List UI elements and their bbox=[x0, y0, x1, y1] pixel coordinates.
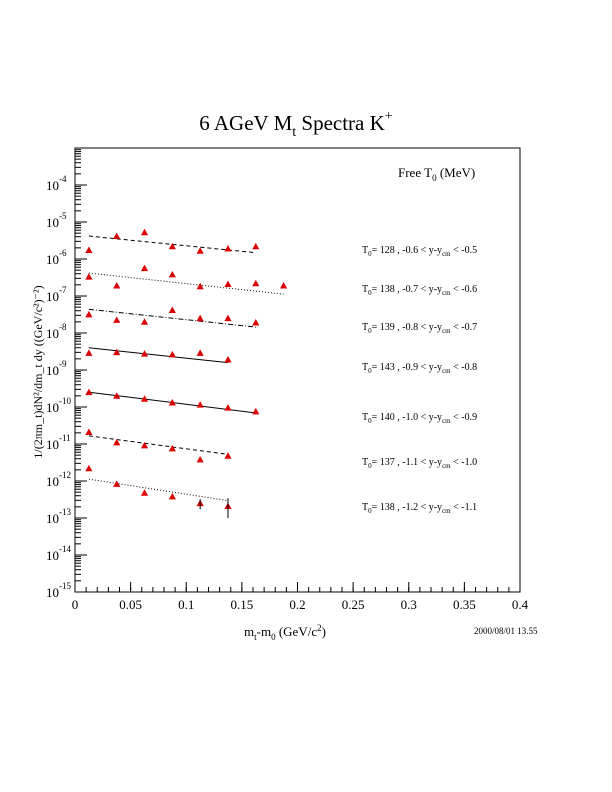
data-point bbox=[140, 489, 149, 496]
y-tick-label: 10-12 bbox=[46, 470, 71, 489]
series-label: T0= 143 , -0.9 < y-ycm < -0.8 bbox=[362, 362, 477, 375]
data-markers bbox=[85, 228, 288, 519]
series-label: T0= 138 , -1.2 < y-ycm < -1.1 bbox=[362, 502, 477, 515]
data-point bbox=[224, 404, 232, 411]
data-point bbox=[224, 314, 232, 322]
data-point bbox=[140, 318, 149, 325]
data-point bbox=[85, 388, 93, 396]
x-axis: 0 0.05 0.1 0.15 0.2 0.25 0.3 0.35 0.4 bbox=[72, 582, 529, 612]
data-point bbox=[168, 306, 176, 313]
fit-line bbox=[88, 435, 229, 455]
data-point bbox=[113, 316, 121, 323]
y-axis-label: 1/(2πm_t)dN²/dm_t dy ((GeV/c²)⁻²) bbox=[31, 285, 45, 458]
series-label: T0= 138 , -0.7 < y-ycm < -0.6 bbox=[362, 284, 477, 297]
data-point bbox=[168, 398, 176, 406]
data-point bbox=[85, 246, 93, 253]
data-point bbox=[168, 444, 176, 452]
y-tick-label: 10-13 bbox=[46, 507, 71, 526]
series-label: T0= 140 , -1.0 < y-ycm < -0.9 bbox=[362, 412, 477, 425]
series-labels: T0= 128 , -0.6 < y-ycm < -0.5 T0= 138 , -… bbox=[362, 245, 477, 515]
data-point bbox=[196, 349, 204, 356]
data-point bbox=[224, 452, 232, 459]
data-point bbox=[85, 310, 93, 318]
y-tick-label: 10-14 bbox=[46, 544, 71, 563]
data-point bbox=[113, 348, 121, 356]
data-point bbox=[196, 282, 204, 290]
data-point bbox=[85, 464, 93, 472]
data-point bbox=[224, 280, 232, 288]
data-point bbox=[140, 264, 149, 272]
x-tick-label: 0.4 bbox=[512, 597, 529, 612]
series-label: T0= 128 , -0.6 < y-ycm < -0.5 bbox=[362, 245, 477, 258]
data-point bbox=[85, 273, 93, 280]
data-point bbox=[140, 441, 149, 449]
data-point bbox=[113, 392, 121, 399]
data-point bbox=[224, 356, 232, 363]
timestamp: 2000/08/01 13.55 bbox=[474, 626, 538, 636]
data-point bbox=[113, 480, 121, 487]
data-point bbox=[196, 401, 204, 408]
y-tick-label: 10-4 bbox=[46, 174, 67, 193]
series-label: T0= 139 , -0.8 < y-ycm < -0.7 bbox=[362, 322, 477, 335]
data-point bbox=[168, 242, 176, 250]
data-point bbox=[85, 349, 93, 356]
data-point bbox=[140, 395, 149, 402]
data-point bbox=[113, 438, 121, 446]
fit-line bbox=[88, 347, 229, 364]
y-tick-label: 10-8 bbox=[46, 322, 67, 341]
x-tick-label: 0.35 bbox=[453, 597, 476, 612]
data-point bbox=[252, 319, 260, 326]
data-point bbox=[252, 407, 260, 415]
data-point bbox=[279, 282, 288, 289]
data-point bbox=[196, 314, 204, 322]
y-tick-label: 10-9 bbox=[46, 359, 67, 378]
x-tick-label: 0.15 bbox=[231, 597, 254, 612]
data-point bbox=[224, 245, 232, 252]
data-point bbox=[168, 270, 176, 278]
x-axis-label: mt-m0 (GeV/c2) bbox=[244, 623, 326, 642]
x-tick-label: 0.1 bbox=[178, 597, 194, 612]
chart-title: 6 AGeV Mt Spectra K+ bbox=[199, 109, 392, 140]
legend-title: Free T0 (MeV) bbox=[398, 165, 475, 183]
data-point bbox=[252, 242, 260, 250]
data-point bbox=[168, 350, 176, 358]
data-point bbox=[196, 247, 204, 254]
x-tick-label: 0.05 bbox=[119, 597, 142, 612]
x-tick-label: 0 bbox=[72, 597, 79, 612]
x-tick-label: 0.25 bbox=[342, 597, 365, 612]
fit-line bbox=[88, 308, 256, 328]
data-point bbox=[113, 282, 121, 289]
y-tick-label: 10-7 bbox=[46, 285, 67, 304]
y-tick-label: 10-5 bbox=[46, 211, 67, 230]
y-tick-label: 10-6 bbox=[46, 248, 67, 267]
data-point bbox=[196, 455, 204, 463]
y-tick-label: 10-15 bbox=[46, 581, 71, 600]
data-point bbox=[85, 428, 93, 436]
series-label: T0= 137 , -1.1 < y-ycm < -1.0 bbox=[362, 457, 477, 470]
x-tick-label: 0.2 bbox=[289, 597, 305, 612]
data-point bbox=[140, 350, 149, 357]
x-tick-label: 0.3 bbox=[401, 597, 417, 612]
y-tick-label: 10-11 bbox=[46, 433, 71, 452]
data-point bbox=[168, 492, 176, 500]
fit-lines bbox=[88, 235, 284, 502]
fit-line bbox=[88, 478, 229, 502]
y-tick-label: 10-10 bbox=[46, 396, 71, 415]
data-point bbox=[140, 228, 149, 236]
data-point bbox=[113, 232, 121, 239]
data-point bbox=[252, 279, 260, 287]
y-axis: 10-4 10-5 10-6 10-7 10-8 10-9 10-10 10-11 10-12 1… bbox=[46, 147, 87, 600]
